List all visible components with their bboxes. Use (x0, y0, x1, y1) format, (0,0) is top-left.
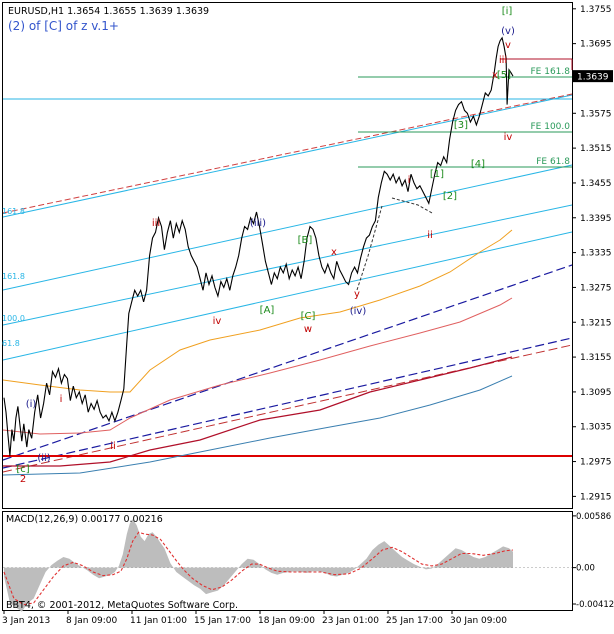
y-tick-label: 1.3755 (580, 5, 612, 15)
x-tick-label: 3 Jan 2013 (2, 616, 50, 626)
macd-label: MACD(12,26,9) 0.00177 0.00216 (6, 514, 163, 525)
channel-label: 61.8 (2, 339, 20, 348)
ma-steel (2, 375, 513, 476)
chart-symbol-line: EURUSD,H1 1.3654 1.3655 1.3639 1.3639 (8, 6, 209, 17)
channel-line (2, 164, 573, 291)
y-tick-label: 1.3215 (580, 318, 612, 328)
channel-label: 100.0 (2, 314, 25, 323)
ma-orange (2, 229, 513, 393)
y-tick-label: 1.3095 (580, 388, 612, 398)
y-tick-label: 1.3575 (580, 109, 612, 119)
y-tick-label: 1.2915 (580, 492, 612, 502)
x-tick-label: 23 Jan 01:00 (322, 616, 379, 626)
wave-label: y (354, 289, 360, 300)
wave-label: [A] (260, 305, 275, 316)
macd-plot-frame (2, 511, 573, 611)
trend-line-dashed (2, 337, 573, 469)
wave-label: iii (499, 55, 507, 66)
wave-label: v (505, 40, 511, 51)
y-tick-label: 1.3455 (580, 179, 612, 189)
y-tick-label: 1.3395 (580, 214, 612, 224)
y-tick-label: 1.3515 (580, 144, 612, 154)
channel-label: 161.8 (2, 272, 25, 281)
x-tick-label: 8 Jan 09:00 (66, 616, 118, 626)
wave-label: [i] (502, 6, 513, 17)
current-price-box (573, 70, 613, 83)
ma-red (3, 356, 513, 467)
wave-label: [4] (471, 159, 485, 170)
macd-series (3, 519, 572, 612)
macd-signal-line (3, 531, 514, 606)
copyright-label: BBT4, © 2001-2012, MetaQuotes Software C… (6, 600, 238, 611)
fib-level-label: FE 161.8 (531, 67, 571, 77)
wave-label: i (60, 394, 63, 405)
fibonacci-levels: FE 161.8 FE 100.0 FE 61.8 161.8 161.8 100.0 61… (2, 58, 573, 348)
wave-label: (iii) (250, 218, 266, 229)
channel-line (2, 204, 573, 326)
y-tick-label: 1.3035 (580, 423, 612, 433)
wave-label: (iv) (350, 306, 367, 317)
axes: 1.3755 1.3695 1.3575 1.3515 1.3455 1.3395 1.33… (2, 5, 614, 626)
wave-label: w (304, 324, 312, 335)
channel-label: 161.8 (2, 207, 25, 216)
wave-label: [3] (454, 120, 468, 131)
y-tick-label: 1.3335 (580, 249, 612, 259)
fib-level-label: FE 61.8 (536, 157, 570, 167)
macd-y-tick-label: -0.00412 (576, 600, 614, 610)
price-series (3, 36, 514, 456)
moving-averages (2, 229, 513, 476)
x-tick-label: 18 Jan 09:00 (258, 616, 315, 626)
ma-pink (2, 297, 513, 435)
wave-connector (356, 205, 383, 291)
macd-y-tick-label: 0.00586 (576, 512, 611, 522)
y-tick-label: 1.2975 (580, 458, 612, 468)
wave-label: iv (213, 316, 222, 327)
wave-label: iii (152, 218, 160, 229)
wave-label: [5] (497, 70, 511, 81)
y-tick-label: 1.3155 (580, 353, 612, 363)
x-tick-label: 11 Jan 01:00 (130, 616, 187, 626)
wave-label: iv (504, 132, 513, 143)
channel-line-red-dashed (2, 93, 573, 214)
trend-line-dashed (2, 264, 573, 461)
wave-label: i (408, 175, 411, 186)
wave-label: 2 (20, 474, 26, 485)
x-tick-label: 25 Jan 17:00 (386, 616, 443, 626)
wave-label: [C] (301, 311, 316, 322)
y-tick-label: 1.3695 (580, 40, 612, 50)
wave-label: (ii) (37, 453, 50, 464)
wave-label: [c] (16, 464, 29, 475)
wave-label: (i) (26, 399, 37, 410)
x-tick-label: 15 Jan 17:00 (194, 616, 251, 626)
wave-label: (v) (501, 26, 515, 37)
wave-label: x (331, 247, 337, 258)
current-price-label: 1.3639 (577, 73, 609, 83)
macd-histogram (4, 519, 513, 612)
main-plot-frame (2, 2, 573, 509)
wave-label: x (492, 70, 498, 81)
x-tick-label: 30 Jan 09:00 (450, 616, 507, 626)
wave-label: [2] (443, 191, 457, 202)
y-tick-label: 1.3275 (580, 283, 612, 293)
wave-connector (391, 197, 433, 214)
fib-level-label: FE 100.0 (531, 122, 571, 132)
indicator-label: (2) of [C] of z v.1+ (8, 19, 119, 33)
wave-label: [B] (298, 235, 313, 246)
wave-label: ii (110, 441, 116, 452)
macd-y-tick-label: 0.00 (576, 564, 595, 574)
price-line (3, 36, 514, 456)
wave-label: [1] (430, 169, 444, 180)
channel-line (2, 94, 573, 218)
wave-label: ii (427, 230, 433, 241)
